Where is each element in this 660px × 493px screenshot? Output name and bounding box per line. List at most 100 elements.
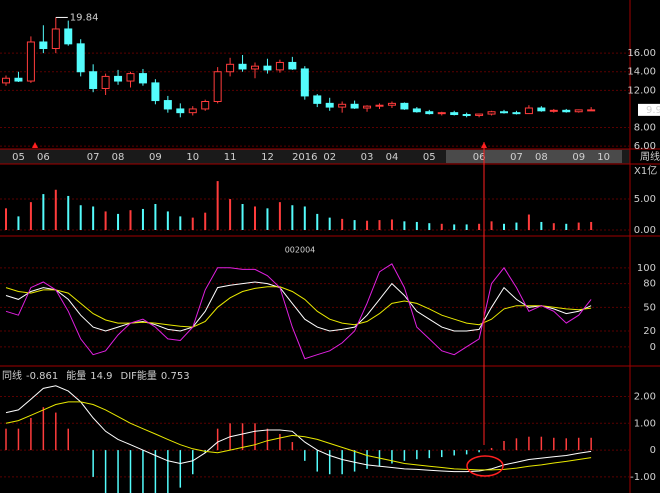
candle-body (275, 61, 284, 71)
volume-bar (303, 206, 306, 230)
volume-bar (216, 181, 219, 230)
candle-body (500, 111, 508, 114)
volume-bar (92, 206, 95, 230)
x-tick-label: 06 (37, 152, 50, 163)
candle-body (213, 71, 222, 103)
signal-arrow (32, 142, 38, 148)
candle-body (338, 103, 347, 108)
volume-bar (291, 205, 294, 230)
candle-body (375, 104, 384, 107)
y-tick-label: 1.00 (634, 418, 656, 429)
y-tick-label: 5.00 (634, 194, 656, 205)
volume-bar (5, 208, 7, 230)
candle-body (363, 105, 372, 109)
y-tick-label: 8.00 (634, 123, 656, 134)
x-tick-label: 08 (112, 152, 125, 163)
candle-body (14, 77, 23, 82)
volume-bar (490, 221, 493, 230)
x-tick-label: 02 (323, 152, 336, 163)
volume-bar (191, 217, 194, 230)
candle-body (89, 71, 98, 89)
y-tick-label: 2.00 (634, 391, 656, 402)
y-tick-label: 50 (643, 302, 656, 313)
x-tick-label: 07 (87, 152, 100, 163)
volume-bar (403, 221, 406, 230)
candle-body (2, 77, 10, 84)
candle-body (425, 111, 434, 115)
volume-bar (316, 213, 319, 230)
volume-bar (129, 210, 132, 230)
x-tick-label: 09 (572, 152, 585, 163)
legend-label: 能量 (66, 369, 86, 382)
volume-bar (378, 220, 381, 230)
candle-body (562, 109, 571, 113)
candle-body (238, 63, 247, 70)
y-tick-label: 80 (643, 279, 656, 290)
volume-bar (117, 213, 120, 230)
volume-bar (79, 205, 82, 230)
volume-bar (254, 206, 256, 230)
high-label: 19.84 (70, 12, 99, 23)
volume-bar (67, 195, 70, 230)
candle-body (400, 102, 409, 110)
volume-bar (29, 202, 32, 230)
y-tick-label: 100 (637, 263, 656, 274)
candle-body (151, 82, 160, 102)
volume-bar (154, 204, 157, 230)
last-price-box (638, 103, 660, 116)
volume-bar (54, 189, 57, 230)
volume-bar (104, 211, 107, 230)
indicator-line (5, 281, 592, 332)
x-tick-label: 05 (423, 152, 436, 163)
volume-bar (453, 224, 456, 230)
volume-bar (278, 202, 281, 230)
volume-bar (552, 223, 555, 230)
volume-bar (341, 218, 344, 230)
candle-body (524, 107, 533, 115)
volume-bar (166, 211, 169, 230)
y-tick-label: 14.00 (627, 67, 656, 78)
candle-body (176, 108, 185, 114)
volume-bar (590, 221, 593, 230)
volume-bar (465, 224, 468, 230)
volume-bar (17, 216, 20, 230)
volume-bar (42, 194, 45, 230)
volume-bar (565, 223, 568, 230)
volume-bar (328, 217, 331, 230)
volume-bar (366, 220, 369, 230)
candle-body (226, 63, 235, 73)
candle-body (101, 75, 110, 89)
candle-body (450, 112, 459, 116)
x-tick-label: 05 (12, 152, 25, 163)
candle-body (201, 101, 210, 110)
candle-body (325, 102, 334, 108)
volume-bar (390, 219, 393, 230)
candle-body (587, 109, 596, 112)
legend-value: 14.9 (90, 371, 112, 382)
x-tick-label: 06 (473, 152, 486, 163)
volume-bar (353, 220, 356, 230)
time-axis-highlight (446, 150, 622, 163)
volume-bar (540, 221, 543, 230)
x-tick-label: 04 (386, 152, 399, 163)
volume-bar (503, 223, 505, 230)
y-tick-label: 16.00 (627, 48, 656, 59)
macd-line (5, 385, 592, 473)
candle-body (288, 61, 297, 70)
candle-body (114, 75, 123, 82)
y-tick-label: 0 (650, 342, 656, 353)
candle-body (64, 28, 73, 45)
legend-label: DIF能量 (121, 369, 157, 382)
y-tick-label: 20 (643, 326, 656, 337)
candle-body (537, 107, 546, 112)
x-tick-label: 11 (224, 152, 237, 163)
candle-body (574, 109, 583, 113)
volume-bar (204, 212, 207, 230)
volume-bar (179, 216, 182, 230)
candle-body (300, 68, 309, 97)
volume-bar (440, 223, 443, 230)
candle-body (512, 112, 521, 115)
candle-body (412, 108, 421, 113)
indicator-title: 002004 (285, 246, 316, 255)
legend-label: 同线 (2, 369, 22, 382)
